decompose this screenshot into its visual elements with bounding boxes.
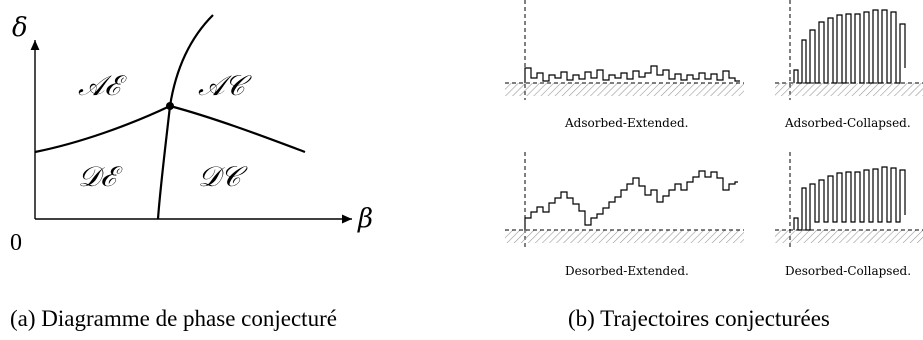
region-de: 𝒟ℰ (78, 160, 123, 193)
trajectory-adsorbed-collapsed: Adsorbed-Collapsed. (775, 0, 923, 130)
origin-label: 0 (10, 230, 22, 256)
region-dc: 𝒟𝒞 (198, 160, 248, 193)
triple-point (166, 102, 174, 110)
walk-path (524, 65, 740, 83)
y-axis-label: δ (12, 13, 28, 43)
label-adsorbed-collapsed: Adsorbed-Collapsed. (784, 116, 911, 130)
boundary-upper (168, 14, 214, 107)
trajectory-desorbed-extended: Desorbed-Extended. (505, 152, 744, 278)
region-ae: 𝒜ℰ (78, 69, 127, 102)
caption-b: (b) Trajectoires conjecturées (568, 306, 830, 331)
label-desorbed-extended: Desorbed-Extended. (565, 264, 689, 278)
trajectory-desorbed-collapsed: Desorbed-Collapsed. (775, 152, 923, 278)
surface-hatch (505, 230, 744, 243)
surface-hatch (775, 230, 923, 243)
trajectory-adsorbed-extended: Adsorbed-Extended. (505, 0, 744, 130)
walk-path (524, 170, 738, 230)
walk-path (793, 9, 906, 84)
x-axis-label: β (357, 204, 373, 234)
phase-diagram: δ β 0 𝒜ℰ 𝒜𝒞 𝒟ℰ 𝒟𝒞 (a) Diagramme de phase… (10, 13, 373, 331)
surface-hatch (505, 83, 744, 96)
trajectories-panel: Adsorbed-Extended. Adsorbed-Collapsed. D… (505, 0, 923, 331)
label-adsorbed-extended: Adsorbed-Extended. (564, 116, 688, 130)
label-desorbed-collapsed: Desorbed-Collapsed. (785, 264, 911, 278)
walk-path (793, 166, 906, 231)
boundary-right (169, 104, 306, 154)
boundary-lower (156, 105, 172, 220)
surface-hatch (775, 83, 923, 96)
region-ac: 𝒜𝒞 (198, 69, 252, 102)
boundary-left (34, 105, 171, 154)
caption-a: (a) Diagramme de phase conjecturé (10, 306, 337, 331)
